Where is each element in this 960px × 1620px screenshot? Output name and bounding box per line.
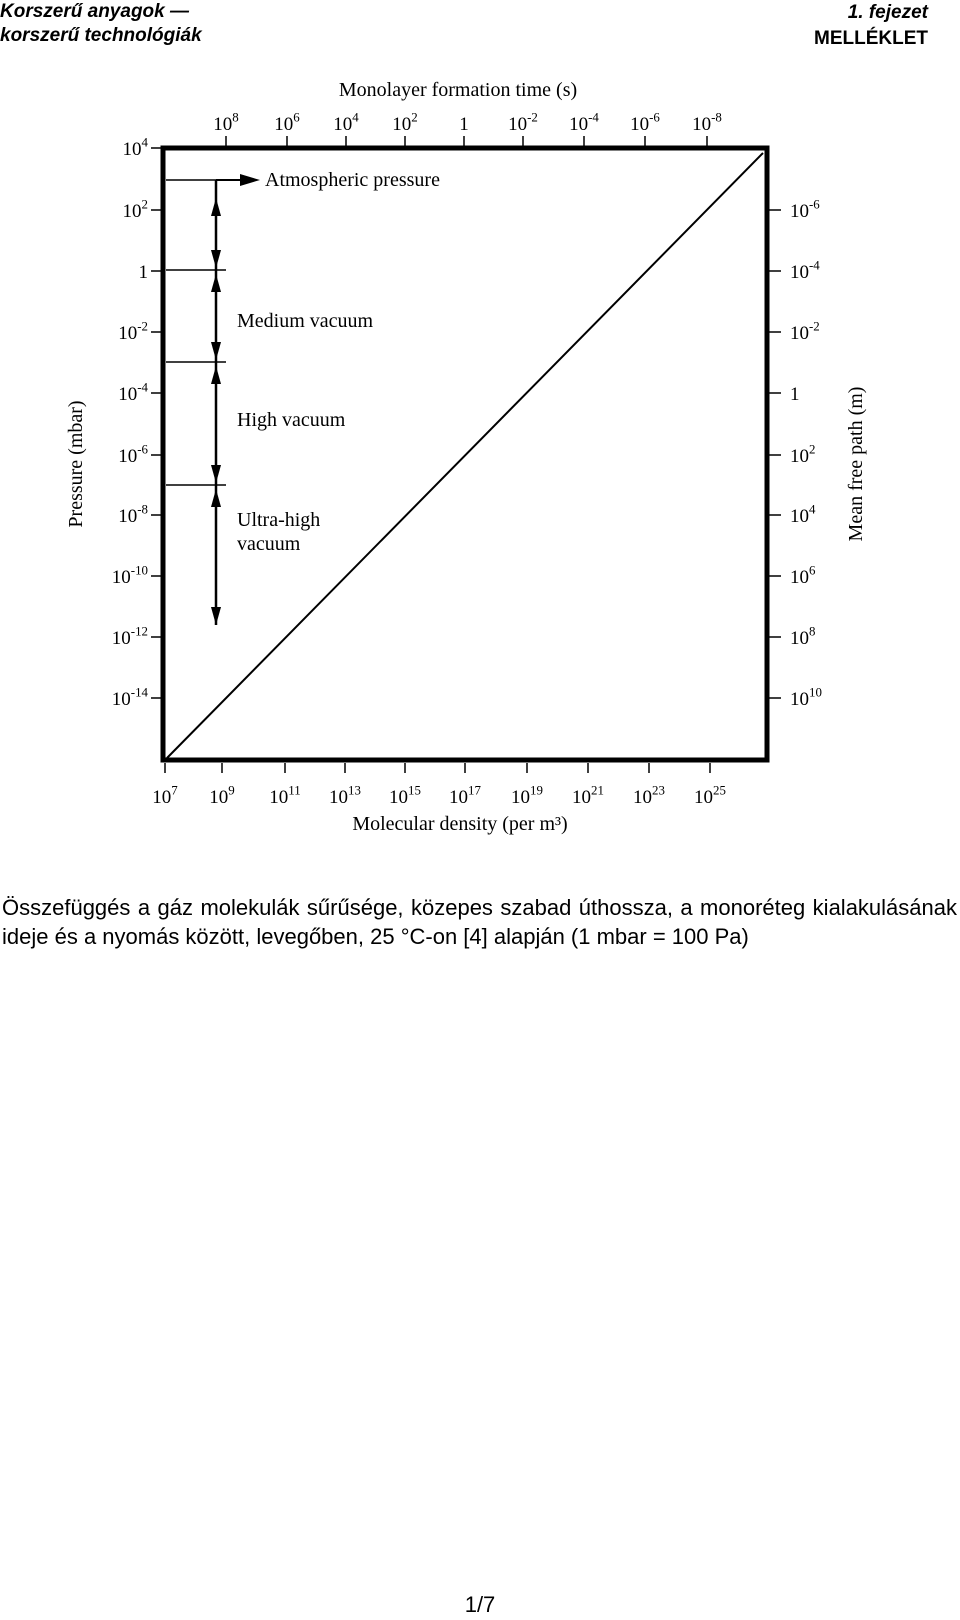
left-tick-label: 1 <box>139 262 149 283</box>
right-tick-label: 1010 <box>790 684 822 710</box>
high-vacuum-label: High vacuum <box>237 409 346 431</box>
bottom-tick-label: 1017 <box>449 782 481 808</box>
range-arrow-up <box>211 274 221 292</box>
left-axis-title: Pressure (mbar) <box>65 400 87 527</box>
ultra-high-vacuum-label-line1: Ultra-high <box>237 509 320 531</box>
bottom-axis-title: Molecular density (per m³) <box>352 813 567 835</box>
right-tick-label: 106 <box>790 562 816 588</box>
right-axis-title: Mean free path (m) <box>845 387 867 542</box>
vacuum-chart: 107 109 1011 1013 1015 1017 1019 1021 1023 102510… <box>0 60 960 860</box>
right-tick-label: 10-4 <box>790 257 820 283</box>
bottom-tick-label: 1025 <box>694 782 726 808</box>
right-tick-label: 104 <box>790 501 816 527</box>
left-tick-label: 10-2 <box>118 318 148 344</box>
bottom-tick-label: 107 <box>152 782 178 808</box>
header-left-line1: Korszerű anyagok — <box>0 1 189 22</box>
left-tick-label: 102 <box>123 196 148 222</box>
page-number: 1/7 <box>464 1592 496 1617</box>
left-tick-label: 10-14 <box>112 684 149 710</box>
header-right: 1. fejezet MELLÉKLET <box>814 0 928 52</box>
density-pressure-line <box>166 152 764 759</box>
bottom-tick-label: 1021 <box>572 782 604 808</box>
range-arrow-up <box>211 489 221 507</box>
range-arrow-down <box>211 465 221 483</box>
header-left-line2: korszerű technológiák <box>0 25 202 46</box>
appendix-label: MELLÉKLET <box>814 28 928 49</box>
bottom-tick-label: 1023 <box>633 782 665 808</box>
medium-vacuum-label: Medium vacuum <box>237 310 374 332</box>
right-tick-label: 108 <box>790 623 815 649</box>
right-tick-label: 10-6 <box>790 196 820 222</box>
figure-caption: Összefüggés a gáz molekulák sűrűsége, kö… <box>2 895 957 949</box>
top-tick-label: 106 <box>274 109 300 135</box>
ultra-high-vacuum-label-line2: vacuum <box>237 533 301 555</box>
left-tick-label: 10-4 <box>118 379 148 405</box>
left-tick-label: 10-8 <box>118 501 148 527</box>
plot-frame <box>160 145 770 763</box>
atmospheric-pressure-label: Atmospheric pressure <box>265 169 440 191</box>
top-tick-label: 10-8 <box>692 109 722 135</box>
bottom-tick-label: 1013 <box>329 782 361 808</box>
bottom-tick-label: 109 <box>209 782 234 808</box>
atmospheric-arrow-head <box>240 174 260 186</box>
bottom-tick-label: 1019 <box>511 782 543 808</box>
left-tick-label: 10-12 <box>112 623 148 649</box>
bottom-tick-label: 1011 <box>269 782 300 808</box>
top-tick-label: 10-6 <box>630 109 660 135</box>
right-tick-label: 102 <box>790 441 815 467</box>
bottom-tick-label: 1015 <box>389 782 421 808</box>
top-tick-label: 1 <box>459 114 469 135</box>
top-tick-label: 102 <box>392 109 417 135</box>
range-arrow-down <box>211 250 221 268</box>
header-left: Korszerű anyagok — korszerű technológiák <box>0 0 202 48</box>
left-tick-label: 104 <box>123 134 149 160</box>
top-tick-label: 104 <box>333 109 359 135</box>
chapter-label: 1. fejezet <box>847 2 928 23</box>
range-arrow-up <box>211 198 221 216</box>
left-tick-label: 10-10 <box>112 562 148 588</box>
top-tick-label: 10-2 <box>508 109 538 135</box>
range-arrow-up <box>211 366 221 384</box>
right-tick-label: 10-2 <box>790 318 820 344</box>
range-arrow-down <box>211 607 221 625</box>
right-tick-label: 1 <box>790 384 800 405</box>
top-tick-label: 108 <box>213 109 238 135</box>
range-arrow-down <box>211 342 221 360</box>
top-axis-title: Monolayer formation time (s) <box>339 79 577 101</box>
top-tick-label: 10-4 <box>569 109 599 135</box>
left-tick-label: 10-6 <box>118 441 148 467</box>
